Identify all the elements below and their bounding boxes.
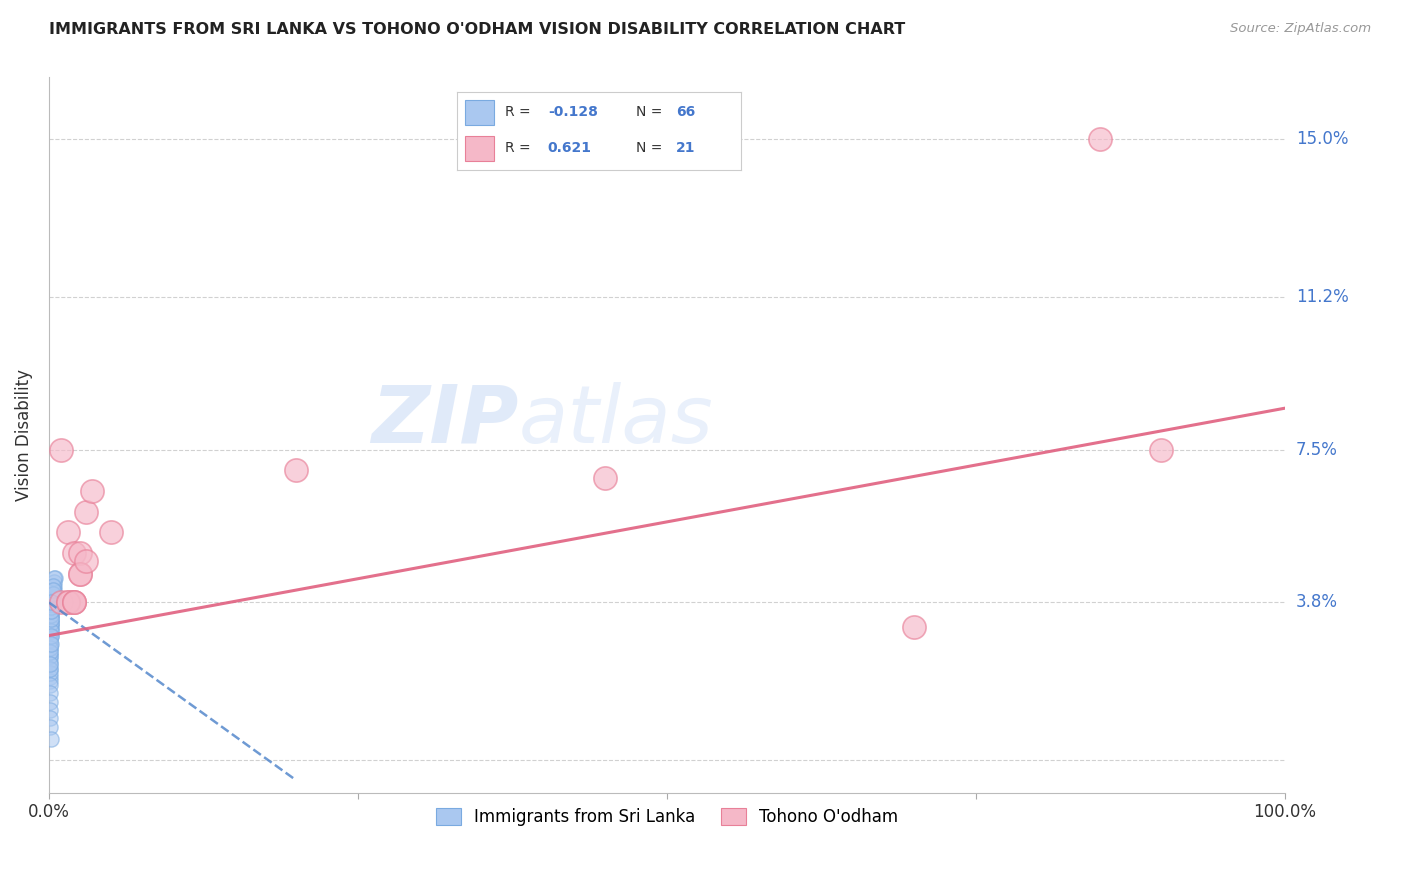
- Point: [100, 525, 122, 540]
- Point: [51, 595, 73, 609]
- Point: [39, 719, 62, 733]
- Point: [39, 649, 62, 664]
- Point: [39, 632, 62, 647]
- Point: [39, 657, 62, 672]
- Text: Source: ZipAtlas.com: Source: ZipAtlas.com: [1230, 22, 1371, 36]
- Point: [41, 599, 63, 614]
- Point: [41, 595, 63, 609]
- Point: [42, 583, 65, 598]
- Point: [41, 583, 63, 598]
- Point: [41, 731, 63, 746]
- Point: [39, 657, 62, 672]
- Point: [903, 620, 925, 634]
- Text: 15.0%: 15.0%: [1296, 130, 1348, 148]
- Point: [42, 571, 65, 585]
- Text: atlas: atlas: [519, 382, 713, 459]
- Point: [593, 471, 616, 485]
- Point: [51, 442, 73, 457]
- Point: [41, 607, 63, 622]
- Point: [41, 604, 63, 618]
- Point: [39, 670, 62, 684]
- Point: [75, 554, 97, 568]
- Point: [41, 591, 63, 606]
- Point: [69, 566, 91, 581]
- Point: [39, 649, 62, 664]
- Point: [39, 695, 62, 709]
- Point: [82, 483, 104, 498]
- Point: [41, 612, 63, 626]
- Point: [39, 711, 62, 725]
- Point: [39, 662, 62, 676]
- Point: [41, 587, 63, 601]
- Point: [42, 579, 65, 593]
- Point: [41, 607, 63, 622]
- Point: [41, 604, 63, 618]
- Point: [41, 579, 63, 593]
- Point: [39, 640, 62, 655]
- Point: [62, 595, 84, 609]
- Point: [42, 574, 65, 589]
- Point: [41, 616, 63, 631]
- Point: [41, 616, 63, 631]
- Point: [1088, 132, 1111, 146]
- Point: [75, 504, 97, 518]
- Point: [41, 620, 63, 634]
- Point: [41, 624, 63, 639]
- Point: [39, 653, 62, 667]
- Point: [41, 587, 63, 601]
- Point: [41, 637, 63, 651]
- Point: [56, 525, 79, 540]
- Point: [39, 637, 62, 651]
- Point: [56, 595, 79, 609]
- Point: [56, 595, 79, 609]
- Point: [62, 546, 84, 560]
- Point: [41, 595, 63, 609]
- Point: [1150, 442, 1173, 457]
- Point: [41, 595, 63, 609]
- Text: 7.5%: 7.5%: [1296, 441, 1339, 458]
- Text: ZIP: ZIP: [371, 382, 519, 459]
- Point: [44, 571, 66, 585]
- Point: [69, 566, 91, 581]
- Point: [39, 629, 62, 643]
- Legend: Immigrants from Sri Lanka, Tohono O'odham: Immigrants from Sri Lanka, Tohono O'odha…: [427, 799, 907, 834]
- Point: [39, 637, 62, 651]
- Point: [41, 624, 63, 639]
- Point: [41, 599, 63, 614]
- Point: [39, 645, 62, 659]
- Text: IMMIGRANTS FROM SRI LANKA VS TOHONO O'ODHAM VISION DISABILITY CORRELATION CHART: IMMIGRANTS FROM SRI LANKA VS TOHONO O'OD…: [49, 22, 905, 37]
- Text: 3.8%: 3.8%: [1296, 593, 1339, 612]
- Point: [41, 583, 63, 598]
- Point: [285, 463, 308, 477]
- Point: [39, 587, 62, 601]
- Point: [39, 673, 62, 688]
- Point: [41, 629, 63, 643]
- Point: [41, 612, 63, 626]
- Point: [39, 645, 62, 659]
- Point: [41, 604, 63, 618]
- Point: [41, 612, 63, 626]
- Text: 11.2%: 11.2%: [1296, 287, 1348, 306]
- Point: [39, 678, 62, 692]
- Point: [41, 587, 63, 601]
- Point: [39, 662, 62, 676]
- Point: [41, 620, 63, 634]
- Y-axis label: Vision Disability: Vision Disability: [15, 369, 32, 501]
- Point: [39, 703, 62, 717]
- Point: [69, 546, 91, 560]
- Point: [41, 599, 63, 614]
- Point: [41, 616, 63, 631]
- Point: [41, 607, 63, 622]
- Point: [41, 629, 63, 643]
- Point: [41, 604, 63, 618]
- Point: [39, 686, 62, 700]
- Point: [62, 595, 84, 609]
- Point: [41, 591, 63, 606]
- Point: [39, 640, 62, 655]
- Point: [62, 595, 84, 609]
- Point: [41, 595, 63, 609]
- Point: [39, 665, 62, 680]
